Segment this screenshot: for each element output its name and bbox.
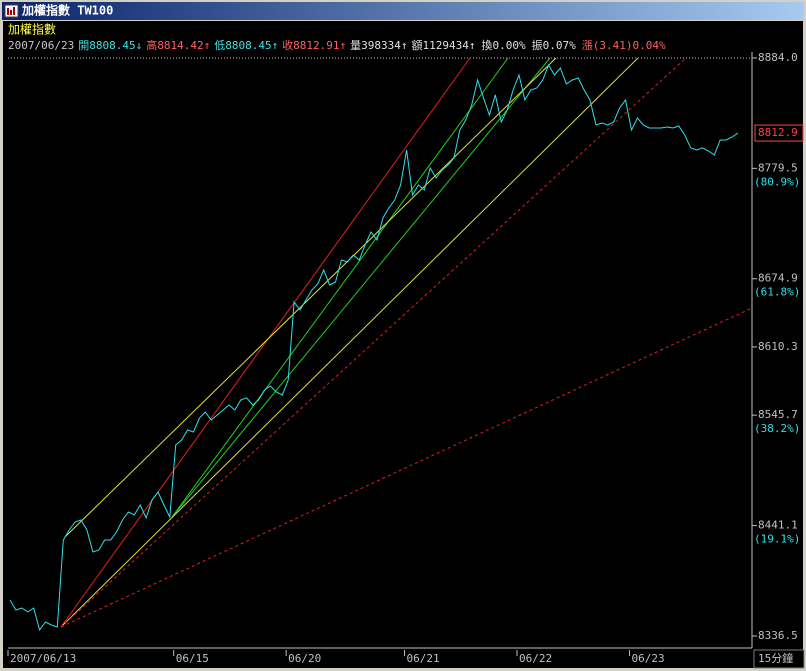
y-tick-label: 8545.7	[758, 408, 798, 421]
quote-field: 振0.07%	[532, 38, 576, 52]
x-tick-label: 06/23	[631, 652, 664, 665]
chart-background	[3, 21, 803, 668]
quote-field: 量398334↑	[350, 39, 407, 52]
x-tick-label: 06/22	[519, 652, 552, 665]
fib-label: (61.8%)	[754, 286, 800, 299]
fib-label: (19.1%)	[754, 533, 800, 546]
y-tick-label: 8441.1	[758, 519, 798, 532]
quote-field: 開8808.45↓	[78, 39, 142, 52]
trend-line	[60, 57, 471, 628]
quote-line: 2007/06/23 開8808.45↓ 高8814.42↑ 低8808.45↑ 收88…	[8, 38, 666, 52]
window-title: 加權指數 TW100	[21, 3, 113, 18]
drawing-tools	[60, 57, 753, 628]
chart-title: 加權指數	[8, 22, 56, 37]
fib-label: (80.9%)	[754, 175, 800, 188]
icon-glyph	[7, 7, 15, 15]
trend-line	[64, 57, 557, 538]
last-price-label: 8812.9	[758, 126, 798, 139]
y-tick-label: 8779.5	[758, 161, 798, 174]
y-tick-label: 8610.3	[758, 340, 798, 353]
quote-field: 換0.00%	[482, 39, 526, 52]
quote-field: 低8808.45↑	[214, 39, 278, 52]
interval-label: 15分鐘	[758, 651, 793, 665]
x-tick-label: 06/15	[176, 652, 209, 665]
x-tick-label: 2007/06/13	[10, 652, 76, 665]
quote-field: 額1129434↑	[412, 39, 476, 52]
trend-line	[60, 57, 687, 628]
price-line	[9, 63, 739, 632]
trend-line	[60, 307, 753, 628]
title-bar	[2, 2, 804, 20]
y-tick-label: 8336.5	[758, 629, 798, 642]
quote-field: 高8814.42↑	[146, 38, 210, 52]
y-tick-label: 8674.9	[758, 272, 798, 285]
trend-line	[60, 57, 639, 628]
x-tick-label: 06/21	[407, 652, 440, 665]
trend-line	[171, 57, 551, 518]
quote-field: 2007/06/23	[8, 39, 74, 52]
x-tick-label: 06/20	[288, 652, 321, 665]
quote-field: 收8812.91↑	[282, 38, 346, 52]
last-price-box	[754, 124, 804, 142]
quote-field: 漲(3.41)0.04%	[582, 39, 666, 52]
trend-line	[171, 57, 509, 518]
interval-box[interactable]	[753, 649, 805, 669]
y-tick-label: 8884.0	[758, 51, 798, 64]
fib-label: (38.2%)	[754, 422, 800, 435]
